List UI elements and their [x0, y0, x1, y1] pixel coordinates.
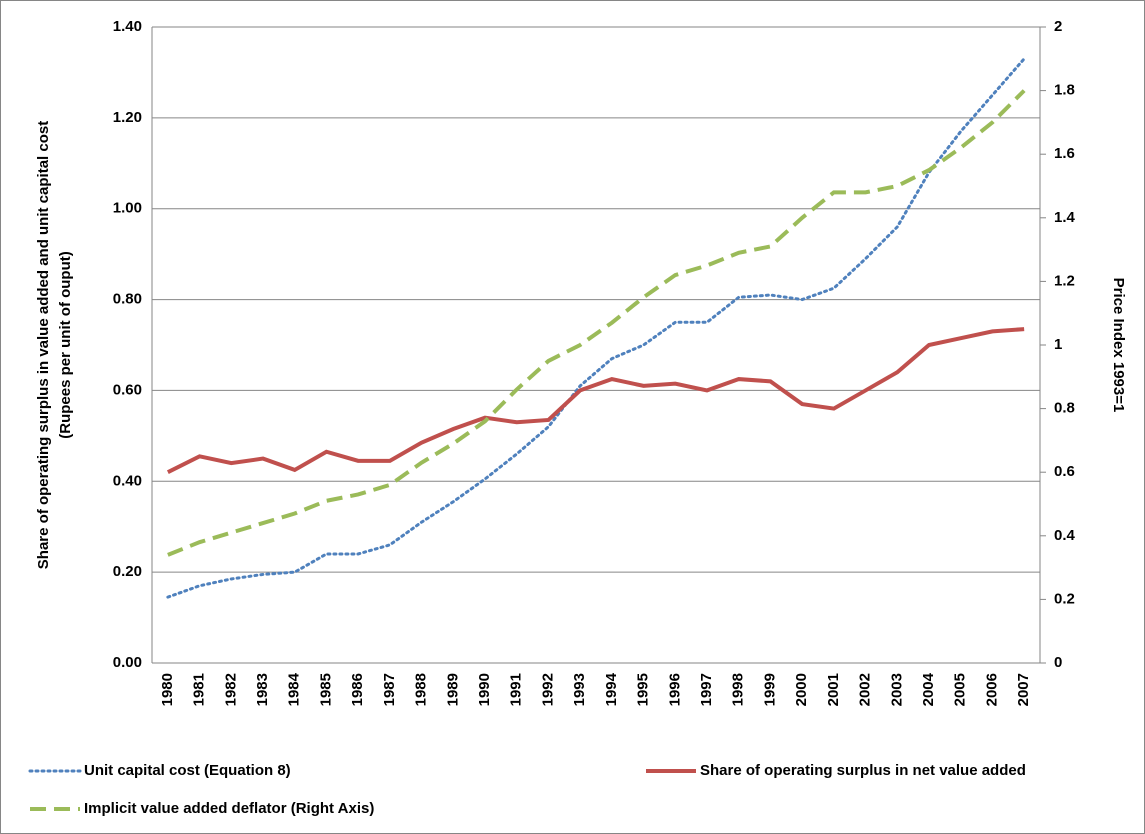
y-tick-label: 1.40 [113, 18, 142, 35]
legend-label: Implicit value added deflator (Right Axi… [84, 800, 374, 817]
x-tick-label: 1992 [539, 673, 556, 706]
x-tick-label: 1989 [444, 673, 461, 706]
x-tick-label: 1982 [222, 673, 239, 706]
y-tick-label: 0.60 [113, 381, 142, 398]
series-line [167, 89, 1026, 557]
x-tick-label: 1984 [286, 672, 303, 706]
x-tick-label: 1999 [761, 673, 778, 706]
x-tick-label: 1983 [254, 673, 271, 706]
y-tick-label: 1.00 [113, 200, 142, 217]
y2-tick-label: 0.6 [1054, 463, 1075, 480]
x-tick-label: 2007 [1015, 673, 1032, 706]
y-tick-label: 1.20 [113, 109, 142, 126]
x-tick-label: 2006 [983, 673, 1000, 706]
x-tick-label: 2001 [825, 673, 842, 706]
y2-tick-label: 1 [1054, 336, 1062, 353]
y2-tick-label: 1.4 [1054, 209, 1076, 226]
x-tick-label: 1997 [698, 673, 715, 706]
legend-label: Share of operating surplus in net value … [700, 762, 1026, 779]
y2-tick-label: 2 [1054, 18, 1062, 35]
y2-tick-label: 1.2 [1054, 272, 1075, 289]
x-tick-label: 1988 [413, 673, 430, 706]
x-tick-label: 2004 [920, 672, 937, 706]
x-tick-label: 2003 [888, 673, 905, 706]
y2-tick-label: 0 [1054, 654, 1062, 671]
y2-tick-label: 0.4 [1054, 527, 1076, 544]
x-tick-label: 1995 [635, 673, 652, 706]
y-axis-label: (Rupees per unit of ouput) [57, 251, 74, 438]
y2-tick-label: 1.8 [1054, 82, 1075, 99]
y2-axis-label: Price Index 1993=1 [1110, 278, 1127, 413]
x-tick-label: 1981 [191, 673, 208, 706]
x-tick-label: 1993 [571, 673, 588, 706]
x-tick-label: 1980 [159, 673, 176, 706]
y2-tick-label: 0.8 [1054, 400, 1075, 417]
y-tick-label: 0.00 [113, 654, 142, 671]
y-tick-label: 0.80 [113, 291, 142, 308]
x-tick-label: 2005 [952, 673, 969, 706]
legend-label: Unit capital cost (Equation 8) [84, 762, 291, 779]
x-tick-label: 2000 [793, 673, 810, 706]
x-tick-label: 1990 [476, 673, 493, 706]
x-tick-label: 1998 [730, 673, 747, 706]
y-tick-label: 0.20 [113, 563, 142, 580]
x-tick-label: 1985 [317, 673, 334, 706]
x-tick-label: 1994 [603, 672, 620, 706]
y2-tick-label: 1.6 [1054, 145, 1075, 162]
y2-tick-label: 0.2 [1054, 590, 1075, 607]
y-tick-label: 0.40 [113, 472, 142, 489]
x-tick-label: 2002 [857, 673, 874, 706]
x-tick-label: 1986 [349, 673, 366, 706]
x-tick-label: 1991 [508, 673, 525, 706]
x-tick-label: 1987 [381, 673, 398, 706]
y-axis-label: Share of operating surplus in value adde… [35, 121, 52, 569]
series-line [166, 327, 1025, 474]
x-tick-label: 1996 [666, 673, 683, 706]
